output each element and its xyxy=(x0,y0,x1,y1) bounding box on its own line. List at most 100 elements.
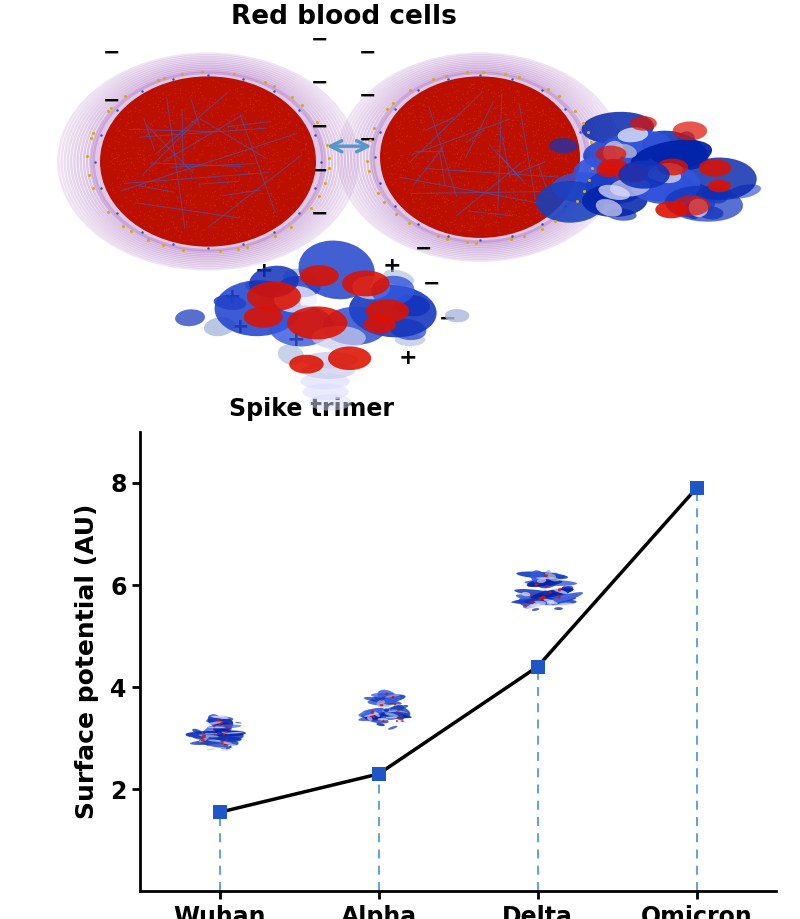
Ellipse shape xyxy=(530,603,540,607)
Ellipse shape xyxy=(544,574,548,577)
Ellipse shape xyxy=(206,717,234,723)
Ellipse shape xyxy=(198,733,208,735)
Ellipse shape xyxy=(207,721,222,725)
Ellipse shape xyxy=(562,586,568,591)
Ellipse shape xyxy=(558,588,562,592)
Ellipse shape xyxy=(381,703,389,708)
Ellipse shape xyxy=(202,734,206,737)
Ellipse shape xyxy=(702,187,728,204)
Ellipse shape xyxy=(221,749,232,751)
Ellipse shape xyxy=(684,202,700,219)
Ellipse shape xyxy=(197,732,205,737)
Ellipse shape xyxy=(546,570,550,573)
Ellipse shape xyxy=(208,740,221,742)
Ellipse shape xyxy=(218,724,222,726)
Ellipse shape xyxy=(558,596,560,598)
Circle shape xyxy=(627,172,646,183)
Ellipse shape xyxy=(201,739,205,742)
Ellipse shape xyxy=(302,352,358,369)
Ellipse shape xyxy=(541,596,546,599)
Ellipse shape xyxy=(224,732,244,741)
Ellipse shape xyxy=(175,310,205,326)
Ellipse shape xyxy=(534,584,539,585)
Ellipse shape xyxy=(537,578,546,583)
Ellipse shape xyxy=(374,711,380,717)
Ellipse shape xyxy=(514,596,562,604)
Ellipse shape xyxy=(221,721,223,724)
Ellipse shape xyxy=(378,718,388,720)
Ellipse shape xyxy=(214,280,301,336)
Ellipse shape xyxy=(402,710,410,716)
Ellipse shape xyxy=(249,266,299,298)
Circle shape xyxy=(596,164,620,177)
Ellipse shape xyxy=(532,608,539,611)
Ellipse shape xyxy=(564,585,574,592)
Circle shape xyxy=(708,180,731,192)
Ellipse shape xyxy=(385,693,388,695)
Text: −: − xyxy=(415,239,433,259)
Ellipse shape xyxy=(362,709,372,712)
Ellipse shape xyxy=(557,595,559,596)
Circle shape xyxy=(300,266,339,287)
Circle shape xyxy=(630,116,657,130)
Ellipse shape xyxy=(537,577,558,588)
Circle shape xyxy=(673,121,707,141)
Ellipse shape xyxy=(221,747,233,749)
Ellipse shape xyxy=(536,577,556,579)
Ellipse shape xyxy=(395,717,403,720)
Ellipse shape xyxy=(201,737,204,739)
Ellipse shape xyxy=(193,733,222,740)
Ellipse shape xyxy=(358,708,385,717)
Ellipse shape xyxy=(518,596,538,607)
Ellipse shape xyxy=(352,276,390,300)
Ellipse shape xyxy=(391,709,407,713)
Ellipse shape xyxy=(562,586,571,589)
Ellipse shape xyxy=(365,718,381,720)
Ellipse shape xyxy=(279,276,321,297)
Text: Red blood cells: Red blood cells xyxy=(231,5,457,30)
Ellipse shape xyxy=(378,690,398,703)
Circle shape xyxy=(247,281,301,312)
Ellipse shape xyxy=(380,699,383,701)
Ellipse shape xyxy=(530,594,533,596)
Ellipse shape xyxy=(727,185,761,199)
Ellipse shape xyxy=(550,138,578,153)
Ellipse shape xyxy=(600,130,670,162)
Ellipse shape xyxy=(524,598,577,606)
Ellipse shape xyxy=(401,720,404,722)
Ellipse shape xyxy=(215,741,232,743)
Ellipse shape xyxy=(206,731,246,737)
Ellipse shape xyxy=(642,130,709,170)
Ellipse shape xyxy=(221,741,224,743)
Ellipse shape xyxy=(380,704,383,707)
Ellipse shape xyxy=(361,715,397,720)
Ellipse shape xyxy=(365,716,389,723)
Ellipse shape xyxy=(583,137,652,171)
Circle shape xyxy=(655,201,687,219)
Ellipse shape xyxy=(663,181,715,218)
Ellipse shape xyxy=(554,607,563,610)
Ellipse shape xyxy=(90,71,326,252)
Ellipse shape xyxy=(207,724,242,729)
Text: +: + xyxy=(270,296,290,315)
Ellipse shape xyxy=(302,383,349,400)
Ellipse shape xyxy=(553,588,568,594)
Ellipse shape xyxy=(652,168,681,183)
Ellipse shape xyxy=(533,597,576,604)
Ellipse shape xyxy=(382,710,396,712)
Ellipse shape xyxy=(384,712,398,717)
Ellipse shape xyxy=(371,710,374,712)
Ellipse shape xyxy=(630,165,700,204)
Ellipse shape xyxy=(531,571,546,585)
Ellipse shape xyxy=(367,716,373,720)
Ellipse shape xyxy=(397,717,400,719)
Circle shape xyxy=(328,346,371,370)
Ellipse shape xyxy=(300,373,350,390)
Ellipse shape xyxy=(525,580,577,586)
Ellipse shape xyxy=(394,703,396,706)
Ellipse shape xyxy=(371,693,402,698)
Ellipse shape xyxy=(386,717,398,719)
Text: −: − xyxy=(311,29,329,50)
Ellipse shape xyxy=(349,285,437,337)
Ellipse shape xyxy=(534,601,546,604)
